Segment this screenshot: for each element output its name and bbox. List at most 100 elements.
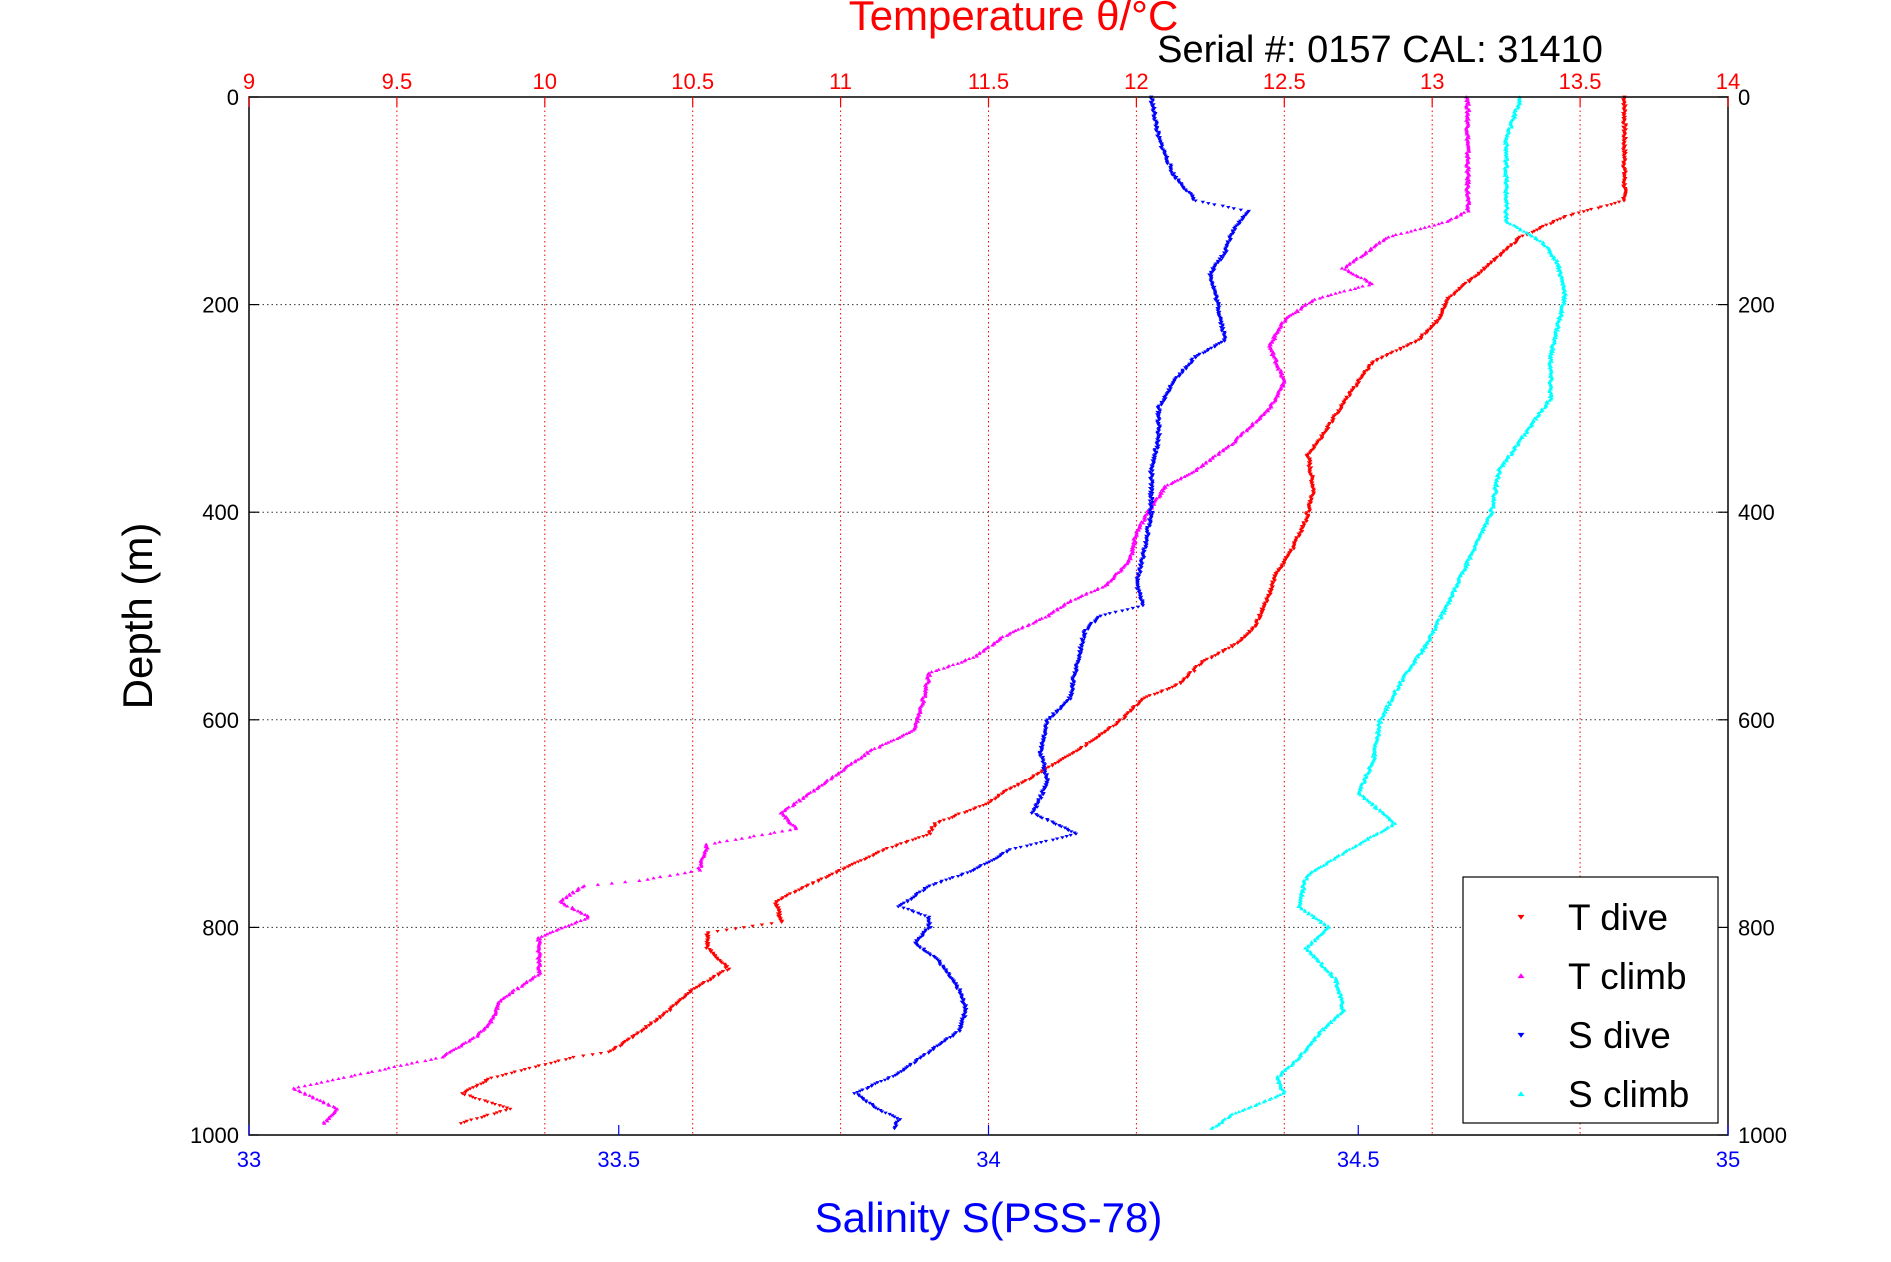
data-point	[1296, 534, 1302, 539]
data-point	[1465, 562, 1471, 566]
data-point	[999, 792, 1005, 796]
data-point	[1176, 180, 1182, 185]
data-point	[382, 1067, 388, 1071]
data-point	[1581, 210, 1586, 214]
data-point	[1316, 918, 1322, 922]
data-point	[966, 656, 972, 661]
data-point	[1202, 658, 1208, 663]
legend-marker	[1517, 973, 1525, 979]
data-point	[1155, 134, 1160, 138]
data-point	[1474, 539, 1479, 543]
data-point	[527, 978, 533, 982]
data-point	[1419, 651, 1424, 655]
data-point	[925, 672, 931, 676]
data-point	[1192, 669, 1197, 674]
data-point	[1273, 1095, 1278, 1099]
data-point	[915, 719, 921, 723]
data-point	[719, 961, 725, 965]
data-point	[694, 985, 700, 989]
data-point	[1379, 356, 1384, 360]
bottom-tick-label: 33.5	[597, 1147, 640, 1172]
data-point	[808, 790, 813, 794]
data-point	[1462, 566, 1468, 570]
data-point	[952, 814, 957, 819]
data-point	[1367, 249, 1372, 253]
data-point	[1413, 660, 1418, 664]
data-point	[781, 813, 787, 817]
data-point	[1344, 265, 1349, 269]
data-point	[1623, 124, 1629, 128]
data-point	[510, 990, 515, 994]
data-point	[1540, 224, 1546, 228]
data-points	[291, 95, 1629, 1131]
data-point	[1302, 887, 1307, 891]
data-point	[1103, 613, 1108, 617]
data-point	[479, 1116, 485, 1120]
data-point	[1313, 939, 1318, 943]
data-point	[1277, 1092, 1283, 1097]
data-point	[1124, 562, 1130, 566]
data-point	[1257, 1101, 1262, 1105]
bottom-tick-label: 34	[976, 1147, 1000, 1172]
data-point	[1288, 313, 1293, 317]
data-point	[862, 857, 868, 862]
data-point	[1132, 542, 1138, 546]
data-point	[947, 817, 952, 821]
data-point	[1044, 784, 1049, 788]
legend-box	[1462, 876, 1719, 1124]
data-point	[1360, 284, 1365, 288]
data-point	[1032, 620, 1038, 624]
data-point	[791, 823, 796, 827]
data-point	[1071, 681, 1077, 685]
data-point	[1528, 424, 1533, 428]
data-point	[1248, 1105, 1254, 1109]
data-point	[377, 1068, 383, 1072]
data-point	[890, 845, 895, 849]
data-point	[1439, 616, 1444, 620]
data-point	[927, 953, 933, 957]
data-point	[998, 637, 1003, 641]
data-point	[1333, 291, 1338, 295]
data-point	[915, 944, 920, 948]
data-point	[912, 1061, 917, 1065]
legend-marker	[1517, 1091, 1525, 1097]
data-point	[917, 946, 923, 950]
data-point	[1439, 610, 1445, 614]
data-point	[321, 1101, 326, 1105]
data-point	[1186, 472, 1192, 476]
data-point	[463, 1090, 468, 1095]
data-point	[860, 1088, 865, 1092]
data-point	[1555, 328, 1561, 332]
data-point	[1073, 597, 1078, 601]
data-point	[1047, 717, 1053, 721]
data-point	[1256, 613, 1261, 617]
data-point	[981, 803, 986, 808]
data-point	[451, 1048, 456, 1052]
data-point	[1458, 572, 1463, 576]
data-point	[535, 936, 541, 940]
data-point	[955, 661, 961, 665]
data-point	[885, 1077, 891, 1081]
data-point	[1025, 624, 1031, 628]
data-point	[877, 745, 882, 749]
data-point	[697, 984, 702, 988]
data-point	[503, 1072, 509, 1077]
data-point	[326, 1103, 332, 1107]
data-point	[1135, 703, 1140, 707]
data-point	[1092, 589, 1097, 593]
data-point	[1140, 604, 1146, 608]
data-point	[688, 869, 694, 873]
data-point	[772, 830, 777, 834]
data-point	[959, 660, 964, 664]
data-point	[1282, 1068, 1288, 1072]
data-point	[1404, 344, 1410, 348]
data-point	[928, 926, 933, 930]
data-point	[1230, 645, 1235, 649]
data-point	[489, 1101, 495, 1105]
data-point	[1492, 259, 1497, 263]
data-point	[1175, 478, 1180, 482]
data-point	[651, 876, 656, 880]
data-point	[1217, 322, 1223, 326]
data-point	[1066, 828, 1071, 833]
data-point	[1232, 228, 1238, 232]
